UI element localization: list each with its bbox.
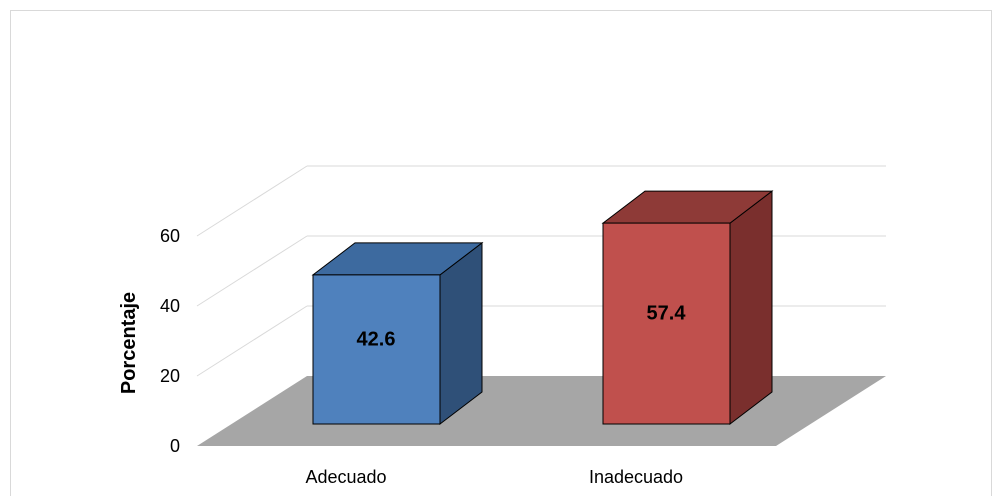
bar-inadecuado: 57.4	[601, 190, 774, 426]
bar-front	[602, 222, 731, 425]
bars-layer: 42.6 57.4	[311, 190, 774, 426]
y-axis-ticks: 0 20 40 60	[160, 226, 180, 456]
chart-floor	[197, 376, 886, 446]
gridline-side	[196, 235, 308, 307]
y-axis-label: Porcentaje	[118, 292, 140, 394]
y-tick-label: 40	[160, 296, 180, 316]
x-axis-categories: Adecuado Inadecuado	[305, 467, 683, 487]
bar-front	[312, 274, 441, 425]
data-label: 42.6	[357, 328, 396, 350]
grid-layer	[196, 165, 886, 377]
x-category-label: Inadecuado	[589, 467, 683, 487]
y-tick-label: 20	[160, 366, 180, 386]
data-label: 57.4	[647, 303, 687, 325]
bar-side	[729, 190, 773, 426]
bar-adecuado: 42.6	[311, 241, 484, 426]
y-tick-label: 0	[170, 436, 180, 456]
x-category-label: Adecuado	[305, 467, 386, 487]
gridline-side	[196, 165, 308, 237]
gridline-side	[196, 305, 308, 377]
y-tick-label: 60	[160, 226, 180, 246]
